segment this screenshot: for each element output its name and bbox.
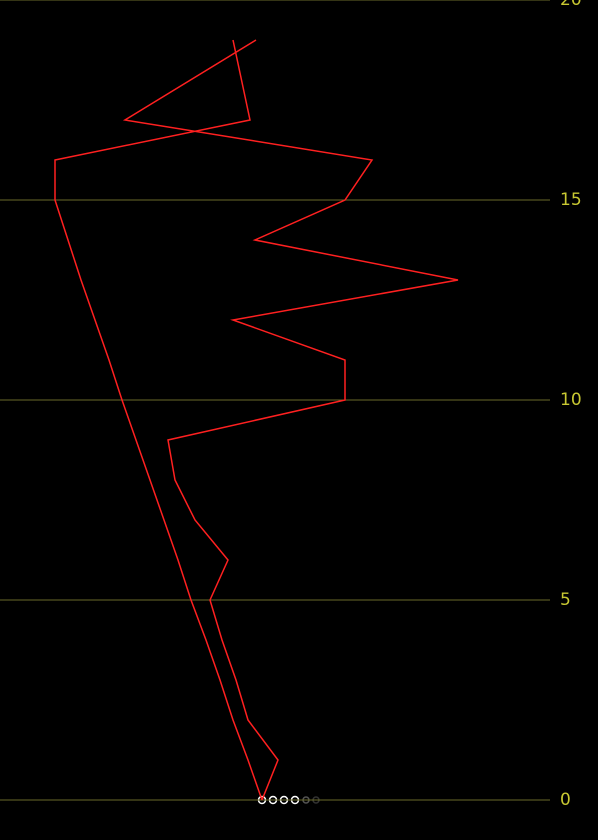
line-series bbox=[122, 39, 459, 801]
y-tick-label: 20 bbox=[560, 0, 582, 10]
y-tick-label: 0 bbox=[560, 790, 571, 810]
y-tick-label: 15 bbox=[560, 190, 582, 210]
y-tick-label: 5 bbox=[560, 590, 571, 610]
y-tick-label: 10 bbox=[560, 390, 582, 410]
line-series bbox=[54, 39, 263, 801]
